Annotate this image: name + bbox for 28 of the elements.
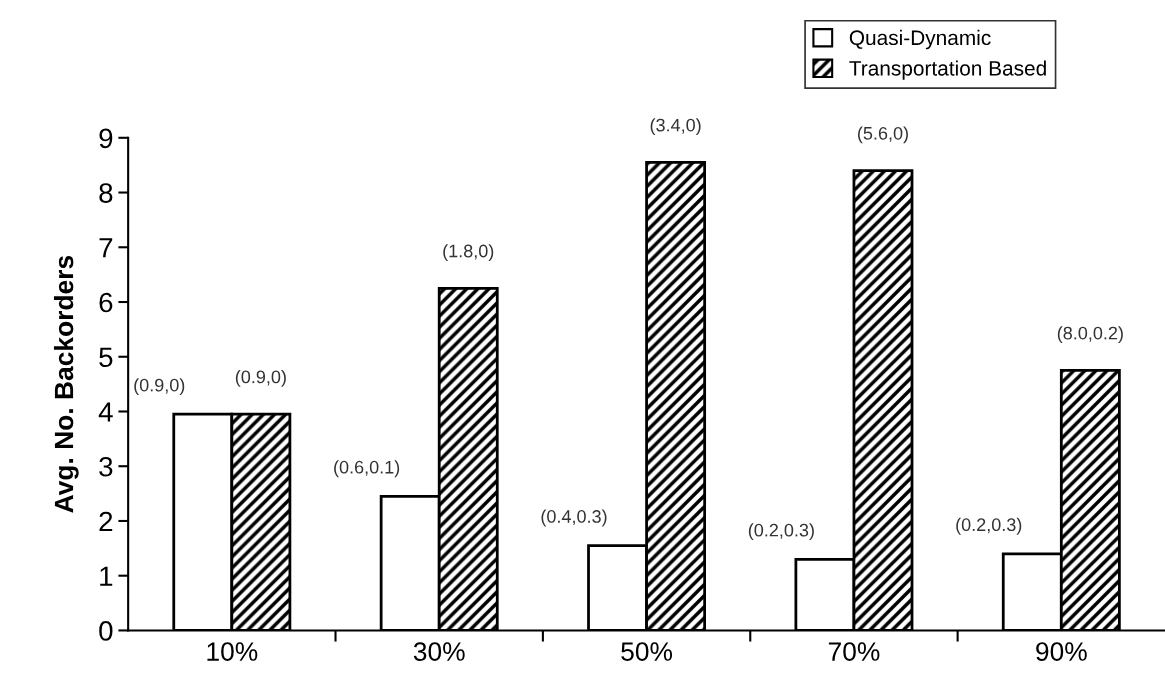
y-tick-label: 7 <box>99 238 113 258</box>
data-label: (0.9,0) <box>134 378 185 396</box>
data-label: (0.2,0.3) <box>956 517 1022 535</box>
y-axis-title: Avg. No. Backorders <box>53 255 79 513</box>
data-label: (0.4,0.3) <box>541 509 607 527</box>
x-tick-label: 70% <box>828 642 880 661</box>
data-label: (8.0,0.2) <box>1057 326 1123 344</box>
x-tick-label: 30% <box>413 642 465 661</box>
y-tick-label: 4 <box>98 402 113 422</box>
data-label: (5.6,0) <box>858 126 908 144</box>
data-label: (3.4,0) <box>650 118 701 136</box>
x-tick-label: 90% <box>1036 642 1087 661</box>
y-tick-label: 6 <box>99 292 113 313</box>
data-label: (0.9,0) <box>235 370 286 387</box>
data-label: (1.8,0) <box>443 244 494 261</box>
y-tick-label: 8 <box>99 183 113 203</box>
y-tick-label: 1 <box>100 566 113 586</box>
y-tick-label: 9 <box>99 128 113 149</box>
data-label: (0.2,0.3) <box>748 523 814 541</box>
legend-label: Quasi-Dynamic <box>849 29 991 50</box>
y-tick-label: 0 <box>99 621 113 641</box>
y-tick-label: 5 <box>99 347 113 368</box>
x-tick-label: 10% <box>207 642 258 661</box>
data-label: (0.6,0.1) <box>334 460 400 478</box>
x-tick-label: 50% <box>621 642 673 661</box>
legend-label: Transportation Based <box>849 60 1046 80</box>
y-tick-label: 2 <box>99 511 113 532</box>
y-tick-label: 3 <box>99 456 113 477</box>
